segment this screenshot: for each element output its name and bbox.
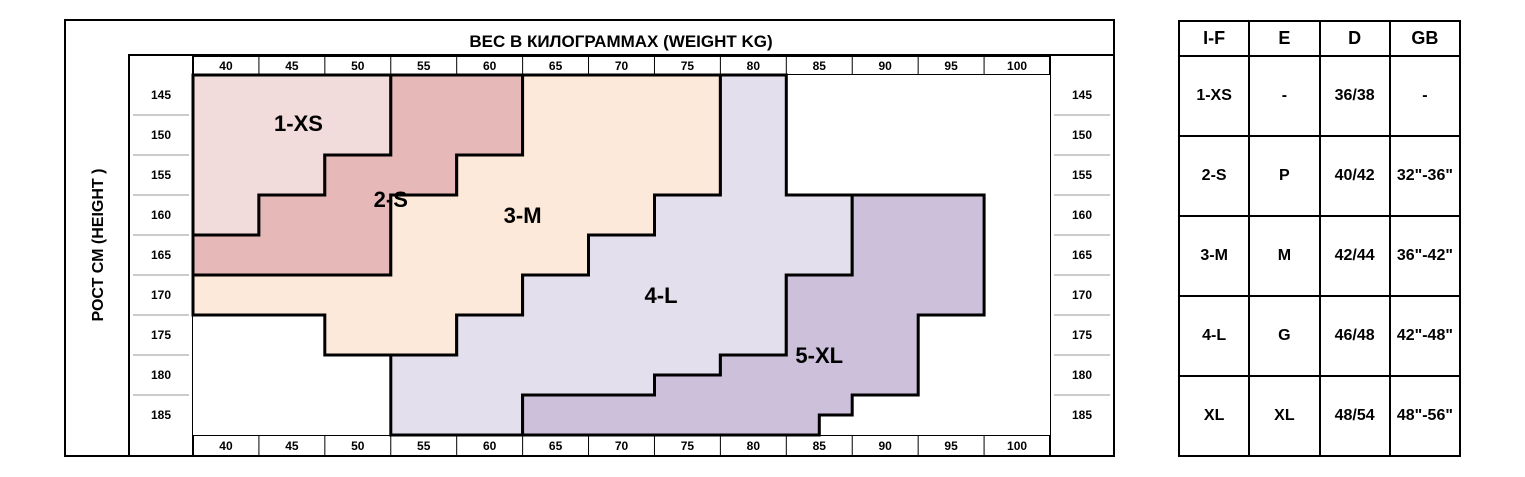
height-tick-left: 185 <box>151 408 171 422</box>
cell-e: P <box>1248 135 1321 217</box>
weight-tick-top: 50 <box>351 59 365 73</box>
axis-ticks: 40 40 45 45 50 50 55 55 60 60 65 65 70 70 75 75 80 80 85 85… <box>133 56 1110 456</box>
height-tick-right: 170 <box>1072 288 1092 302</box>
cell-d: 46/48 <box>1318 295 1391 377</box>
size-conversion-table: I-F E D GB 1-XS - 36/38 - 2-S P 40/42 32… <box>1177 20 1462 457</box>
height-tick-right: 160 <box>1072 208 1092 222</box>
header-gb: GB <box>1388 20 1462 57</box>
table-row: 1-XS - 36/38 - <box>1177 55 1462 137</box>
weight-tick-bottom: 100 <box>1007 439 1027 453</box>
y-axis-label: РОСТ СМ (HEIGHT ) <box>90 169 107 322</box>
height-tick-right: 185 <box>1072 408 1092 422</box>
height-tick-left: 165 <box>151 248 171 262</box>
height-tick-right: 180 <box>1072 368 1092 382</box>
cell-d: 42/44 <box>1318 215 1391 297</box>
weight-tick-bottom: 80 <box>747 439 761 453</box>
weight-tick-top: 40 <box>219 59 233 73</box>
height-tick-left: 155 <box>151 168 171 182</box>
weight-tick-bottom: 55 <box>417 439 431 453</box>
height-tick-right: 145 <box>1072 88 1092 102</box>
weight-tick-top: 75 <box>681 59 695 73</box>
cell-gb: 32"-36" <box>1388 135 1462 217</box>
cell-e: XL <box>1248 375 1321 457</box>
cell-gb: 42"-48" <box>1388 295 1462 377</box>
height-tick-left: 175 <box>151 328 171 342</box>
height-tick-left: 170 <box>151 288 171 302</box>
cell-i-f: 2-S <box>1177 135 1251 217</box>
height-tick-right: 165 <box>1072 248 1092 262</box>
height-tick-left: 160 <box>151 208 171 222</box>
weight-tick-top: 65 <box>549 59 563 73</box>
weight-tick-top: 85 <box>813 59 827 73</box>
header-d: D <box>1318 20 1391 57</box>
cell-d: 36/38 <box>1318 55 1391 137</box>
height-tick-left: 180 <box>151 368 171 382</box>
table-row: 4-L G 46/48 42"-48" <box>1177 295 1462 377</box>
table-row: XL XL 48/54 48"-56" <box>1177 375 1462 457</box>
zone-label-3-m: 3-M <box>504 203 542 228</box>
table-row: 3-M M 42/44 36"-42" <box>1177 215 1462 297</box>
weight-tick-bottom: 40 <box>219 439 233 453</box>
left-height-axis <box>128 54 194 457</box>
header-e: E <box>1248 20 1321 57</box>
height-tick-right: 175 <box>1072 328 1092 342</box>
height-tick-left: 145 <box>151 88 171 102</box>
weight-tick-top: 60 <box>483 59 497 73</box>
zone-label-1-xs: 1-XS <box>274 111 323 136</box>
header-i-f: I-F <box>1177 20 1251 57</box>
cell-i-f: 1-XS <box>1177 55 1251 137</box>
weight-tick-bottom: 60 <box>483 439 497 453</box>
weight-tick-top: 100 <box>1007 59 1027 73</box>
cell-i-f: 4-L <box>1177 295 1251 377</box>
weight-tick-bottom: 45 <box>285 439 299 453</box>
weight-tick-bottom: 65 <box>549 439 563 453</box>
weight-tick-top: 45 <box>285 59 299 73</box>
weight-tick-top: 70 <box>615 59 629 73</box>
height-tick-right: 150 <box>1072 128 1092 142</box>
zone-label-2-s: 2-S <box>374 187 408 212</box>
weight-tick-top: 55 <box>417 59 431 73</box>
weight-tick-top: 90 <box>879 59 893 73</box>
table-row: 2-S P 40/42 32"-36" <box>1177 135 1462 217</box>
cell-gb: - <box>1388 55 1462 137</box>
zone-label-5-xl: 5-XL <box>795 343 843 368</box>
weight-tick-top: 95 <box>944 59 958 73</box>
size-chart: ВЕС В КИЛОГРАММАХ (WEIGHT KG) РОСТ СМ (H… <box>64 19 1115 457</box>
cell-gb: 48"-56" <box>1388 375 1462 457</box>
cell-e: G <box>1248 295 1321 377</box>
weight-tick-bottom: 70 <box>615 439 629 453</box>
height-tick-left: 150 <box>151 128 171 142</box>
cell-i-f: XL <box>1177 375 1251 457</box>
weight-tick-top: 80 <box>747 59 761 73</box>
cell-gb: 36"-42" <box>1388 215 1462 297</box>
table-header-row: I-F E D GB <box>1177 20 1462 57</box>
right-height-axis <box>1049 54 1115 457</box>
weight-tick-bottom: 75 <box>681 439 695 453</box>
weight-tick-bottom: 85 <box>813 439 827 453</box>
weight-tick-bottom: 95 <box>944 439 958 453</box>
cell-i-f: 3-M <box>1177 215 1251 297</box>
cell-d: 48/54 <box>1318 375 1391 457</box>
cell-d: 40/42 <box>1318 135 1391 217</box>
zone-label-4-l: 4-L <box>645 283 678 308</box>
cell-e: - <box>1248 55 1321 137</box>
weight-tick-bottom: 90 <box>879 439 893 453</box>
chart-title: ВЕС В КИЛОГРАММАХ (WEIGHT KG) <box>469 32 772 51</box>
cell-e: M <box>1248 215 1321 297</box>
weight-tick-bottom: 50 <box>351 439 365 453</box>
size-zones <box>191 73 986 437</box>
zone-labels: 1-XS 2-S 3-M 4-L 5-XL <box>274 111 843 368</box>
height-tick-right: 155 <box>1072 168 1092 182</box>
